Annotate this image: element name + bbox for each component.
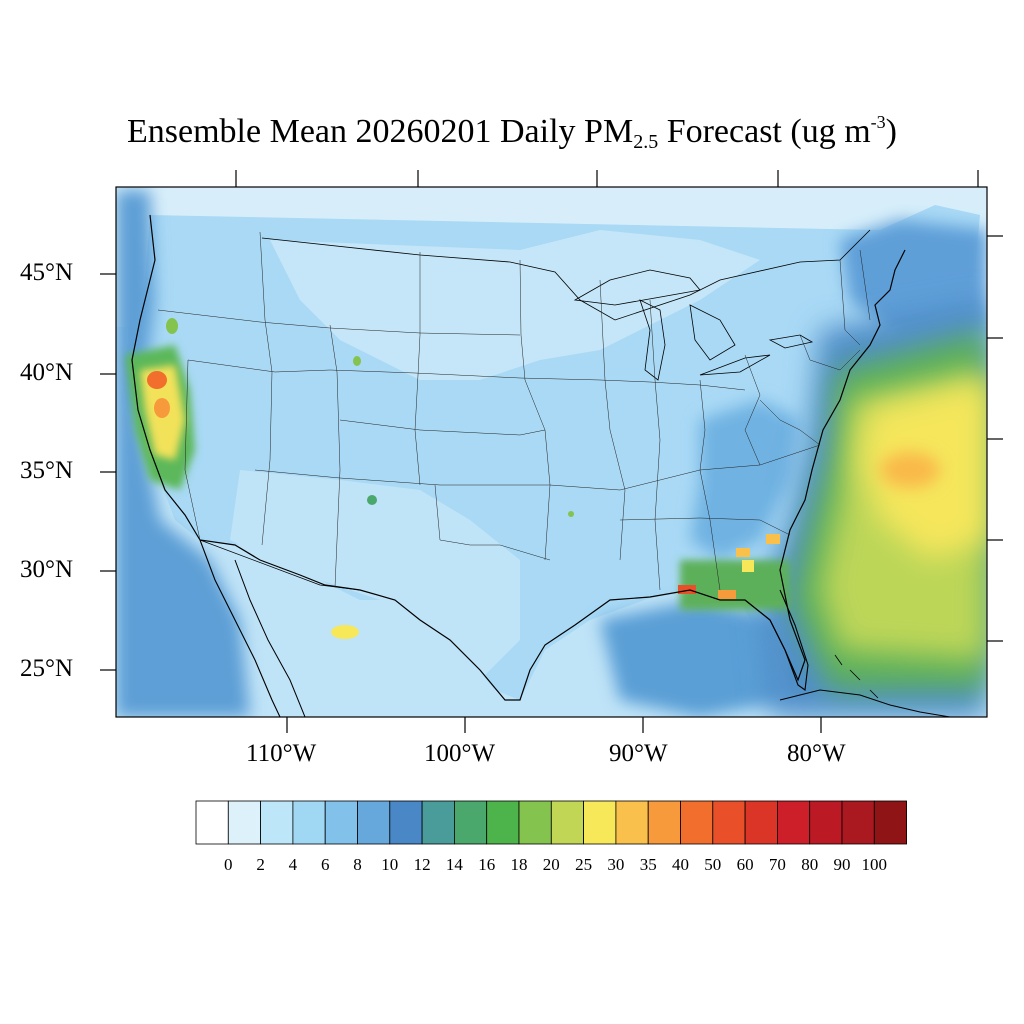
left-ticks	[100, 273, 116, 671]
colorbar	[195, 800, 907, 845]
lat-label-45n: 45°N	[20, 259, 74, 286]
colorbar-swatch	[583, 800, 617, 845]
cuba-outline	[779, 689, 951, 717]
colorbar-swatch	[550, 800, 584, 845]
colorbar-tick-label: 50	[704, 855, 722, 874]
se-green-area	[680, 560, 790, 610]
colorbar-swatch	[486, 800, 520, 845]
lake-superior	[573, 269, 701, 306]
se-hotspot-1	[678, 585, 696, 594]
colorbar-tick-label: 20	[542, 855, 560, 874]
colorbar-tick-label: 35	[639, 855, 657, 874]
colorbar-swatch	[809, 800, 843, 845]
colorbar-tick-label: 90	[833, 855, 851, 874]
lat-label-25n: 25°N	[20, 655, 74, 682]
colorbar-swatch	[712, 800, 746, 845]
se-hotspot-5	[742, 560, 754, 572]
se-hotspot-2	[718, 590, 736, 599]
colorbar-tick-label: 25	[575, 855, 593, 874]
bahamas	[834, 654, 879, 699]
colorbar-swatch	[680, 800, 714, 845]
lat-label-30n: 30°N	[20, 556, 74, 583]
plains-light-zone	[270, 230, 760, 380]
right-ticks	[987, 235, 1003, 642]
colorbar-swatch	[292, 800, 326, 845]
lake-erie	[699, 354, 771, 376]
pacific-band	[116, 190, 250, 717]
southwest-light-zone	[230, 470, 520, 680]
colorbar-swatch	[227, 800, 262, 845]
colorbar-tick-label: 16	[478, 855, 496, 874]
colorbar-tick-label: 2	[256, 855, 265, 874]
nm-hotspot	[331, 625, 359, 639]
colorbar-swatch	[357, 800, 391, 845]
oregon-hotspot	[166, 318, 178, 334]
colorbar-swatch	[421, 800, 455, 845]
colorbar-tick-label: 100	[861, 855, 888, 874]
bottom-ticks	[286, 717, 822, 733]
california-hotspot-2	[154, 398, 170, 418]
lake-ontario	[768, 334, 814, 349]
mexico-border	[199, 539, 361, 591]
map-title: Ensemble Mean 20260201 Daily PM2.5 Forec…	[127, 112, 897, 153]
ms-spot	[568, 511, 574, 517]
colorbar-swatch	[389, 800, 423, 845]
colorbar-swatch	[260, 800, 294, 845]
colorbar-swatch	[777, 800, 811, 845]
colorbar-tick-label: 0	[224, 855, 233, 874]
lon-label-100w: 100°W	[424, 740, 496, 767]
california-hotspot-1	[147, 371, 167, 389]
wy-spot	[353, 356, 361, 366]
colorbar-swatch	[615, 800, 649, 845]
colorbar-tick-label: 70	[768, 855, 786, 874]
map-frame	[115, 186, 988, 718]
colorbar-tick-label: 4	[288, 855, 298, 874]
lat-label-35n: 35°N	[20, 457, 74, 484]
colorbar-tick-label: 12	[413, 855, 431, 874]
se-hotspot-3	[736, 548, 750, 557]
gulf-of-california	[234, 559, 306, 717]
lake-michigan	[639, 299, 666, 381]
colorbar-tick-label: 8	[353, 855, 362, 874]
colorbar-swatch	[195, 800, 229, 845]
colorbar-tick-label: 14	[445, 855, 463, 874]
southeast-band	[690, 400, 800, 560]
lon-label-110w: 110°W	[246, 740, 317, 767]
colorbar-swatch	[518, 800, 552, 845]
lon-label-90w: 90°W	[609, 740, 668, 767]
map-field	[116, 187, 987, 717]
colorbar-tick-label: 30	[607, 855, 625, 874]
colorbar-swatch	[453, 800, 488, 845]
florida-outline	[744, 589, 809, 691]
colorbar-swatch	[873, 800, 907, 845]
se-hotspot-4	[766, 534, 780, 544]
baja-outline	[199, 539, 281, 717]
coastline	[131, 214, 906, 701]
colorbar-tick-label: 60	[736, 855, 754, 874]
co-spot	[367, 495, 377, 505]
colorbar-swatch	[647, 800, 681, 845]
colorbar-swatch	[324, 800, 358, 845]
colorbar-tick-label: 6	[320, 855, 330, 874]
colorbar-tick-label: 40	[672, 855, 689, 874]
lat-label-40n: 40°N	[20, 359, 74, 386]
colorbar-tick-label: 80	[801, 855, 819, 874]
colorbar-swatch	[744, 800, 778, 845]
gulf-band	[600, 600, 790, 717]
top-ticks	[235, 170, 979, 187]
lake-huron	[689, 304, 736, 361]
colorbar-swatch	[841, 800, 875, 845]
canada-border	[261, 229, 871, 321]
state-borders	[157, 231, 871, 591]
colorbar-tick-label: 10	[381, 855, 399, 874]
colorbar-tick-label: 18	[510, 855, 528, 874]
lon-label-80w: 80°W	[787, 740, 846, 767]
atlantic-plume-core	[880, 452, 940, 488]
